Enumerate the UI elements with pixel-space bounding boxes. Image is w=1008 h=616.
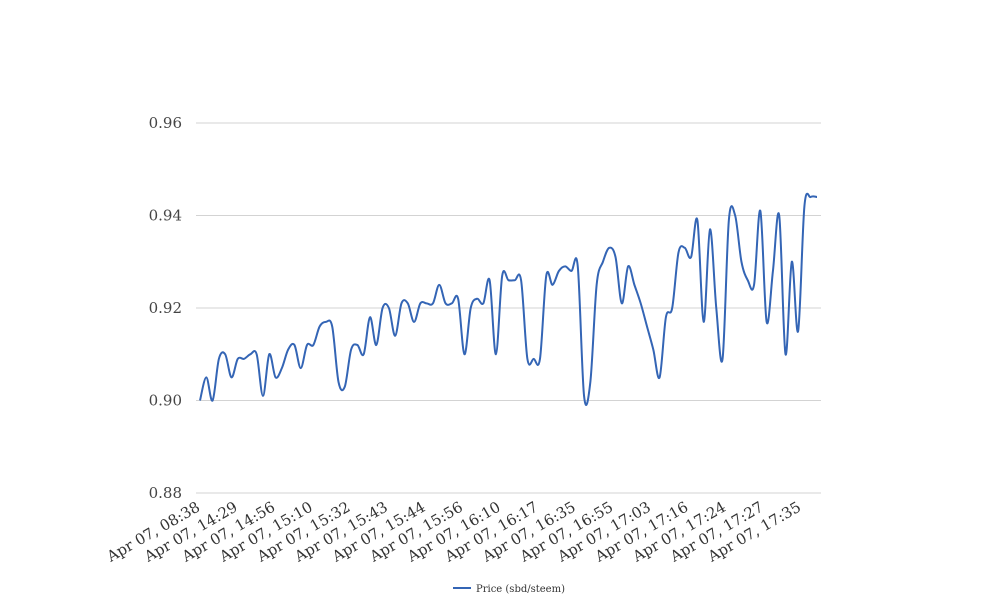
legend-label: Price (sbd/steem) [476,584,565,595]
y-tick-label: 0.90 [149,392,182,410]
legend: Price (sbd/steem) [453,584,565,595]
y-tick-label: 0.88 [149,484,182,502]
y-tick-label: 0.96 [149,114,182,132]
y-tick-label: 0.92 [149,299,182,317]
series-line [199,192,818,406]
grid-lines [196,122,821,494]
y-axis-tick-labels: 0.88 0.90 0.92 0.94 0.96 [149,114,182,502]
series-layer [199,192,818,406]
y-tick-label: 0.94 [149,207,182,225]
